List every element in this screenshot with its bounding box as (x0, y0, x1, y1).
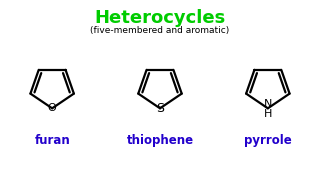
Text: H: H (264, 109, 272, 119)
Text: S: S (156, 102, 164, 115)
Text: thiophene: thiophene (126, 134, 194, 147)
Text: (five-membered and aromatic): (five-membered and aromatic) (90, 26, 230, 35)
Text: pyrrole: pyrrole (244, 134, 292, 147)
Text: N: N (264, 100, 272, 109)
Text: O: O (48, 103, 57, 113)
Text: Heterocycles: Heterocycles (94, 9, 226, 27)
Text: furan: furan (34, 134, 70, 147)
